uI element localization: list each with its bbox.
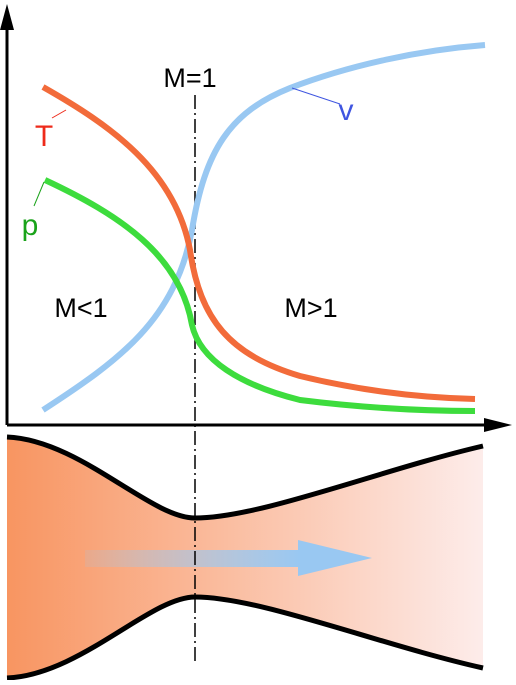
supersonic-label: M>1	[284, 293, 337, 323]
right-arrow-icon	[85, 540, 372, 576]
pressure-curve	[43, 177, 476, 414]
temperature-curve	[41, 84, 476, 402]
velocity-leader	[291, 87, 341, 105]
temperature-leader	[51, 109, 67, 119]
pressure-leader	[33, 181, 45, 207]
subsonic-label: M<1	[54, 293, 107, 323]
x-axis-arrowhead	[484, 418, 512, 432]
nozzle-upper-wall	[6, 434, 484, 521]
sonic-label: M=1	[163, 63, 216, 93]
velocity-curve	[41, 42, 486, 413]
pressure-label: p	[22, 209, 39, 242]
nozzle-lower-wall	[6, 594, 484, 681]
velocity-label: v	[339, 94, 354, 127]
y-axis-arrowhead	[0, 4, 14, 30]
temperature-label: T	[35, 120, 53, 153]
